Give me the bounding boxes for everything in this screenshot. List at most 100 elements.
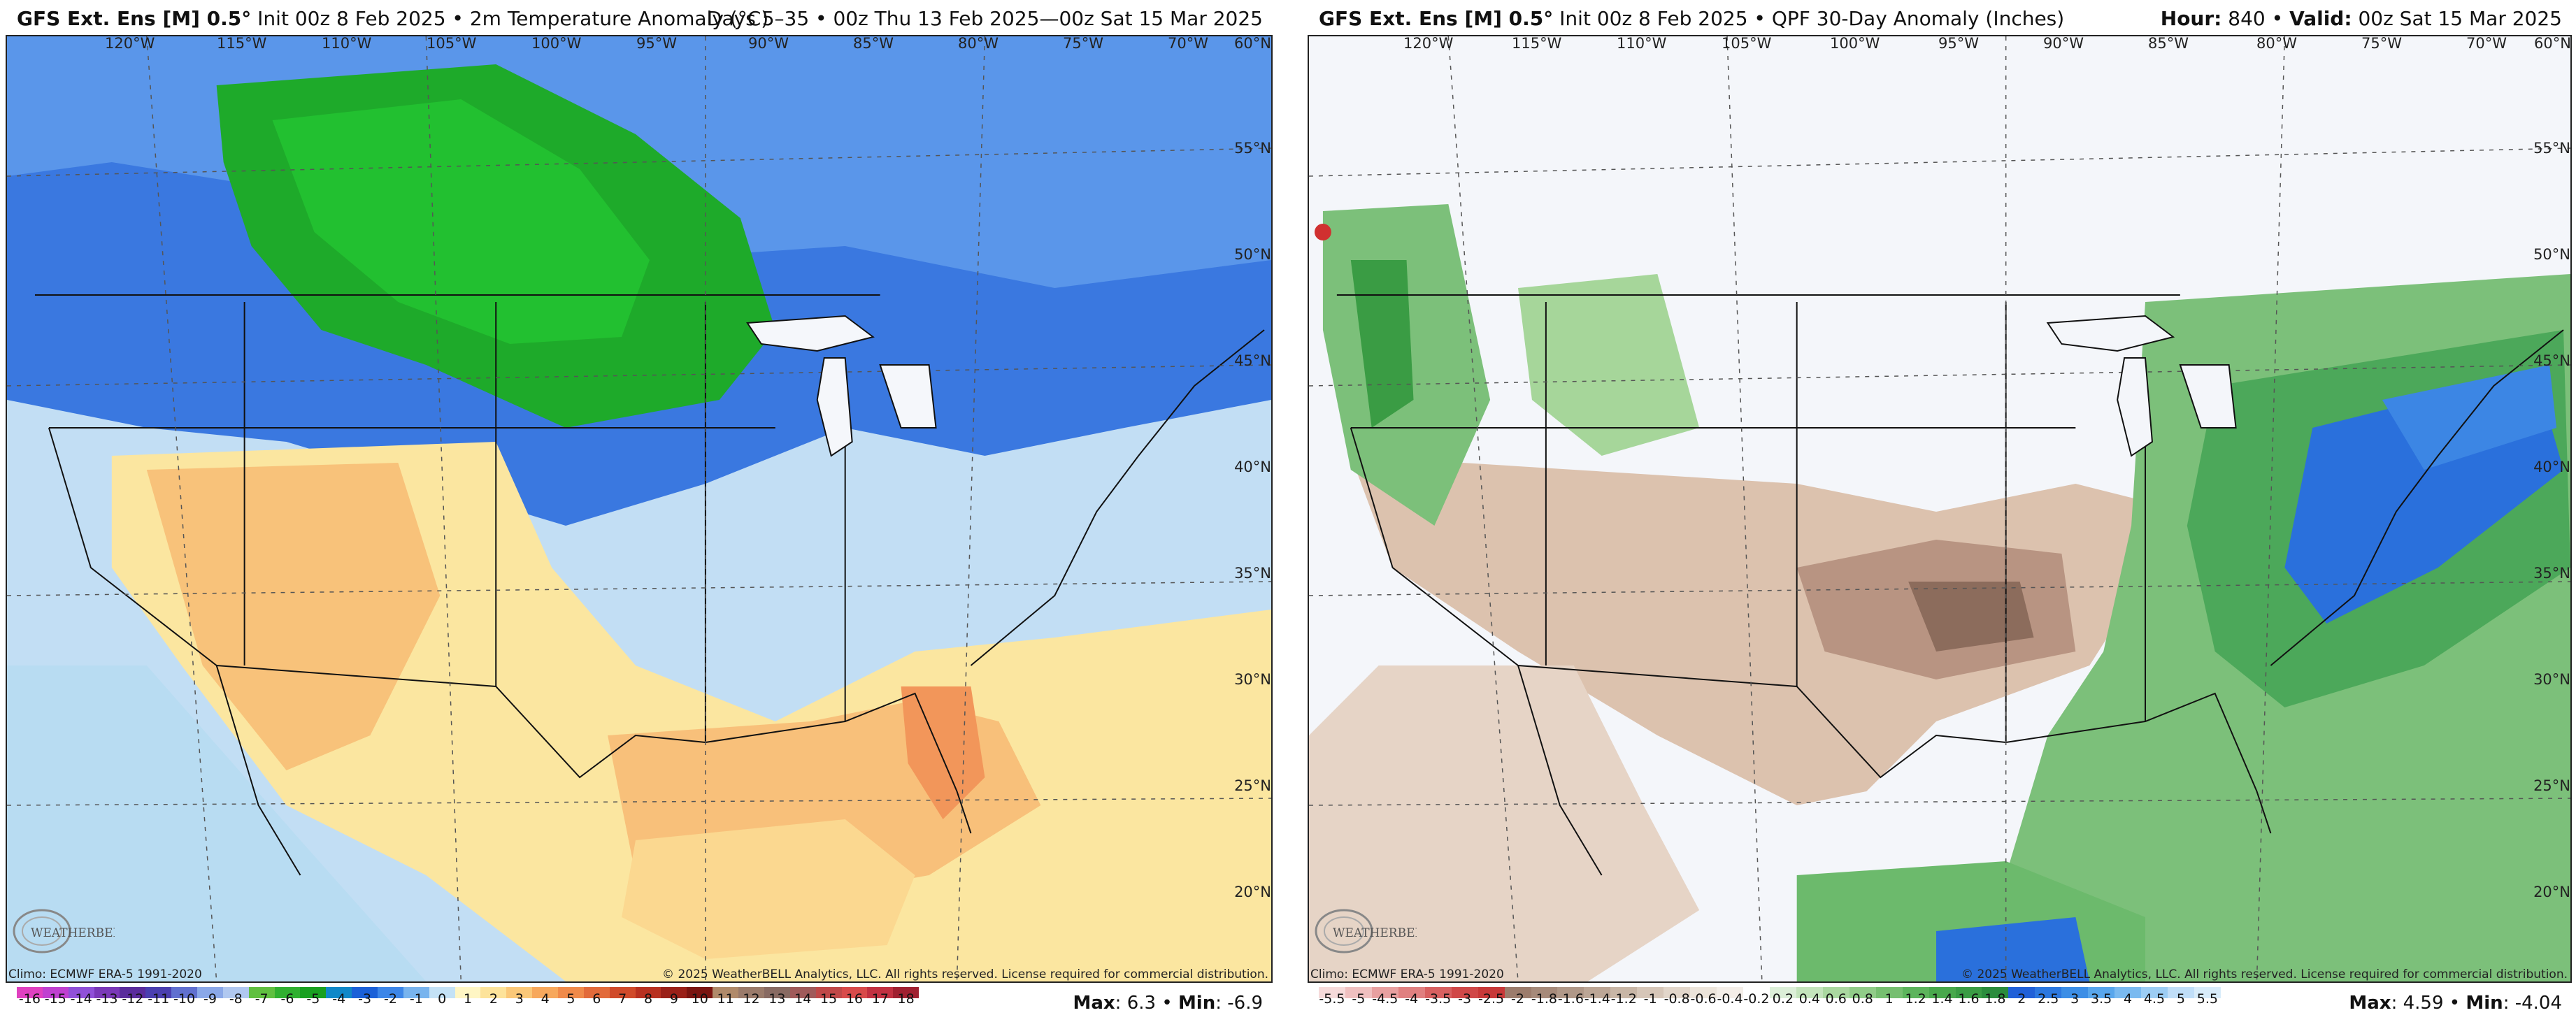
weatherbell-logo: WEATHERBELL	[1312, 902, 1431, 960]
legend-tick-label: -2	[1511, 991, 1524, 1007]
min-label: Min	[2466, 993, 2503, 1014]
legend-swatch	[738, 987, 764, 998]
legend-tick-label: 3.5	[2091, 991, 2112, 1007]
panel-divider	[1277, 0, 1302, 1022]
legend-tick-label: 2	[2017, 991, 2026, 1007]
legend-tick-label: 15	[820, 991, 838, 1007]
legend-swatch	[2061, 987, 2089, 998]
legend-swatch	[1371, 987, 1398, 998]
precipitation-legend-ticks: -5.5 -5 -4.5 -4 -3.5 -3 -2.5 -2 -1.8 -1.6 -1.4 -1.2…	[1319, 991, 2221, 1007]
max-min-readout: Max: 4.59 • Min: -4.04	[2349, 993, 2562, 1014]
lon-label: 75°W	[1063, 35, 1103, 52]
min-value: -6.9	[1227, 993, 1263, 1014]
lon-label: 80°W	[958, 35, 999, 52]
legend-tick-label: 1.4	[1931, 991, 1953, 1007]
lon-label: 100°W	[531, 35, 582, 52]
lat-label: 55°N	[1234, 140, 1271, 157]
field-name: Init 00z 8 Feb 2025 • QPF 30-Day Anomaly…	[1559, 7, 2065, 30]
legend-tick-label: 6	[592, 991, 601, 1007]
legend-tick-label: 17	[871, 991, 889, 1007]
lat-label: 55°N	[2533, 140, 2570, 157]
legend-tick-label: 1.2	[1905, 991, 1926, 1007]
legend-tick-label: 14	[794, 991, 812, 1007]
max-min-readout: Max: 6.3 • Min: -6.9	[1073, 993, 1263, 1014]
lon-label: 120°W	[105, 35, 155, 52]
lon-label: 105°W	[427, 35, 477, 52]
climo-note: Climo: ECMWF ERA-5 1991-2020	[8, 967, 202, 981]
legend-swatch	[480, 987, 507, 998]
legend-swatch	[1929, 987, 1956, 998]
legend-tick-label: 4	[541, 991, 550, 1007]
field-name: Init 00z 8 Feb 2025 • 2m Temperature Ano…	[257, 7, 769, 30]
lon-label: 115°W	[217, 35, 267, 52]
legend-tick-label: 4.5	[2143, 991, 2166, 1007]
legend-tick-label: -3	[358, 991, 372, 1007]
legend-tick-label: 0.2	[1772, 991, 1794, 1007]
legend-tick-label: 3	[515, 991, 524, 1007]
legend-tick-label: -16	[18, 991, 41, 1007]
legend-tick-label: 11	[717, 991, 734, 1007]
logo-text: WEATHERBELL	[31, 926, 115, 940]
legend-tick-label: -1	[409, 991, 423, 1007]
legend-swatch	[1982, 987, 2009, 998]
lon-label: 60°N	[2534, 35, 2571, 52]
legend-swatch	[867, 987, 894, 998]
legend-tick-label: 9	[669, 991, 678, 1007]
legend-swatch	[532, 987, 559, 998]
legend-tick-label: 8	[644, 991, 653, 1007]
legend-swatch	[120, 987, 146, 998]
min-label: Min	[1178, 993, 1216, 1014]
lon-label: 105°W	[1722, 35, 1772, 52]
legend-tick-label: -0.6	[1690, 991, 1717, 1007]
legend-swatch	[609, 987, 636, 998]
temperature-anomaly-panel: GFS Ext. Ens [M] 0.5° Init 00z 8 Feb 202…	[0, 0, 1277, 1022]
temperature-anomaly-map[interactable]	[6, 35, 1273, 983]
precipitation-anomaly-map[interactable]	[1308, 35, 2572, 983]
legend-swatch	[326, 987, 352, 998]
valid-value: 00z Sat 15 Mar 2025	[2358, 7, 2562, 30]
legend-swatch	[558, 987, 584, 998]
legend-tick-label: -5.5	[1319, 991, 1345, 1007]
left-panel-title: GFS Ext. Ens [M] 0.5° Init 00z 8 Feb 202…	[17, 4, 1263, 34]
legend-tick-label: -2.5	[1478, 991, 1505, 1007]
legend-tick-label: 2.5	[2038, 991, 2059, 1007]
max-value: 4.59	[2403, 993, 2444, 1014]
legend-swatch	[815, 987, 842, 998]
climo-note: Climo: ECMWF ERA-5 1991-2020	[1310, 967, 1504, 981]
lon-label: 80°W	[2256, 35, 2297, 52]
copyright-notice: © 2025 WeatherBELL Analytics, LLC. All r…	[662, 967, 1268, 981]
logo-text: WEATHERBELL	[1333, 926, 1417, 940]
legend-tick-label: 0.4	[1798, 991, 1820, 1007]
legend-tick-label: -4	[332, 991, 346, 1007]
lat-label: 35°N	[2533, 565, 2570, 582]
legend-tick-label: -4.5	[1372, 991, 1398, 1007]
legend-tick-label: 0.8	[1852, 991, 1873, 1007]
lon-label: 90°W	[2043, 35, 2084, 52]
legend-tick-label: 5	[566, 991, 575, 1007]
lat-label: 50°N	[1234, 246, 1271, 263]
lon-label: 60°N	[1234, 35, 1271, 52]
lon-label: 85°W	[2148, 35, 2189, 52]
legend-tick-label: 5.5	[2196, 991, 2219, 1007]
legend-swatch	[1690, 987, 1717, 998]
hour-label: Hour:	[2160, 7, 2222, 30]
model-name: GFS Ext. Ens [M] 0.5°	[1319, 7, 1554, 30]
legend-tick-label: -0.4	[1717, 991, 1743, 1007]
lon-label: 70°W	[1168, 35, 1208, 52]
precipitation-color-legend	[1319, 987, 2221, 998]
legend-swatch	[2141, 987, 2168, 998]
legend-swatch	[1424, 987, 1452, 998]
legend-swatch	[171, 987, 198, 998]
lon-label: 70°W	[2466, 35, 2507, 52]
legend-tick-label: 16	[845, 991, 864, 1007]
legend-tick-label: 2	[489, 991, 498, 1007]
legend-tick-label: 0.6	[1825, 991, 1847, 1007]
legend-swatch	[661, 987, 687, 998]
legend-swatch	[1717, 987, 1743, 998]
max-value: 6.3	[1126, 993, 1157, 1014]
legend-swatch	[1743, 987, 1770, 998]
legend-swatch	[789, 987, 816, 998]
model-name: GFS Ext. Ens [M] 0.5°	[17, 7, 252, 30]
legend-swatch	[1849, 987, 1876, 998]
legend-tick-label: -4	[1405, 991, 1419, 1007]
